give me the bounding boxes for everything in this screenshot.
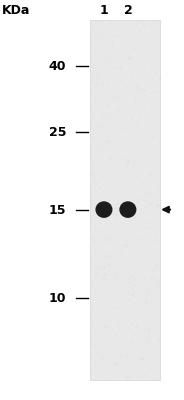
Text: 15: 15 [49,204,66,216]
Ellipse shape [120,202,136,217]
Ellipse shape [96,202,112,217]
Text: 1: 1 [100,4,108,16]
Text: 40: 40 [49,60,66,72]
Text: 2: 2 [123,4,132,16]
Text: 10: 10 [49,292,66,304]
Text: KDa: KDa [2,4,31,16]
Text: 25: 25 [49,126,66,138]
Bar [90,20,160,380]
